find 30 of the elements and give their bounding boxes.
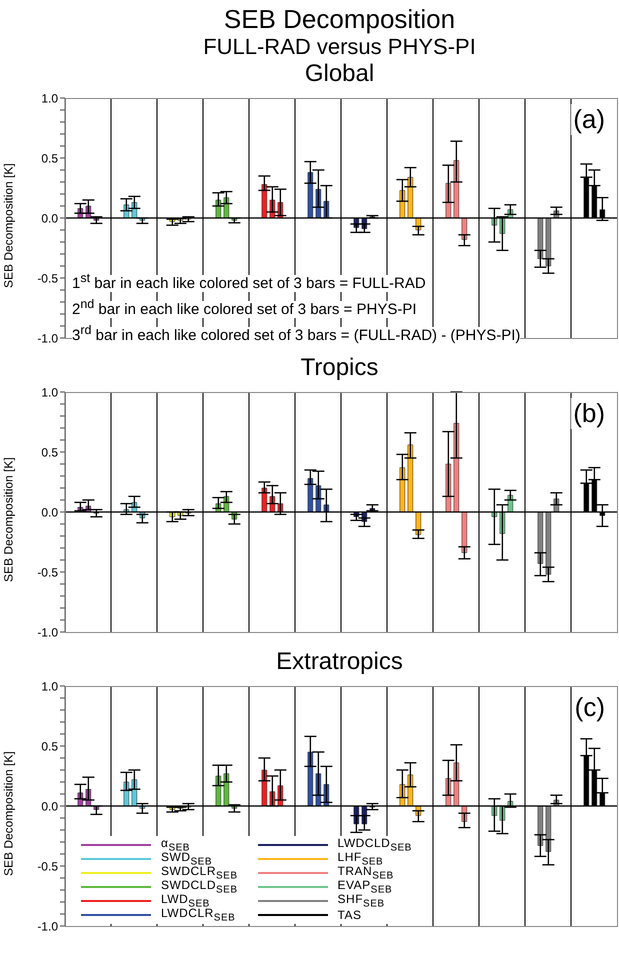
y-tick-label: -0.5 [37, 565, 58, 580]
annotation: TAS [338, 908, 362, 922]
y-tick-label: 0.0 [41, 505, 58, 520]
chart-title: Tropics [300, 354, 378, 381]
chart-title: SEB Decomposition [224, 4, 456, 34]
y-tick-label: 0.0 [41, 799, 58, 814]
y-tick-label: 1.0 [41, 385, 58, 400]
annotation: 2$^{nd}$ bar in each like colored set of 3 bars = PHYS-PI [72, 297, 416, 318]
annotation: (a) [573, 104, 605, 134]
chart-subtitle: FULL-RAD versus PHYS-PI [203, 34, 476, 59]
y-tick-label: 1.0 [41, 91, 58, 106]
y-tick-label: -1.0 [37, 919, 58, 934]
y-tick-label: 0.5 [41, 151, 58, 166]
annotation: (c) [574, 692, 605, 722]
annotation: (b) [573, 398, 605, 428]
y-tick-label: -1.0 [37, 625, 58, 640]
text: Global [304, 60, 374, 87]
y-axis-title: SEB Decomposition [K] [1, 163, 16, 288]
y-tick-label: -1.0 [37, 331, 58, 346]
y-tick-label: -0.5 [37, 859, 58, 874]
y-axis-title: SEB Decomposition [K] [1, 751, 16, 876]
y-tick-label: -0.5 [37, 271, 58, 286]
y-tick-label: 0.0 [41, 211, 58, 226]
y-tick-label: 1.0 [41, 679, 58, 694]
y-tick-label: 0.5 [41, 445, 58, 460]
y-axis-title: SEB Decomposition [K] [1, 457, 16, 582]
annotation: 1$^{st}$ bar in each like colored set of 3 bars = FULL-RAD [72, 271, 426, 292]
y-tick-label: 0.5 [41, 739, 58, 754]
annotation: 3$^{rd}$ bar in each like colored set of 3 bars = (FULL-RAD) - (PHYS-PI) [72, 323, 520, 344]
chart-title: Extratropics [276, 648, 403, 675]
